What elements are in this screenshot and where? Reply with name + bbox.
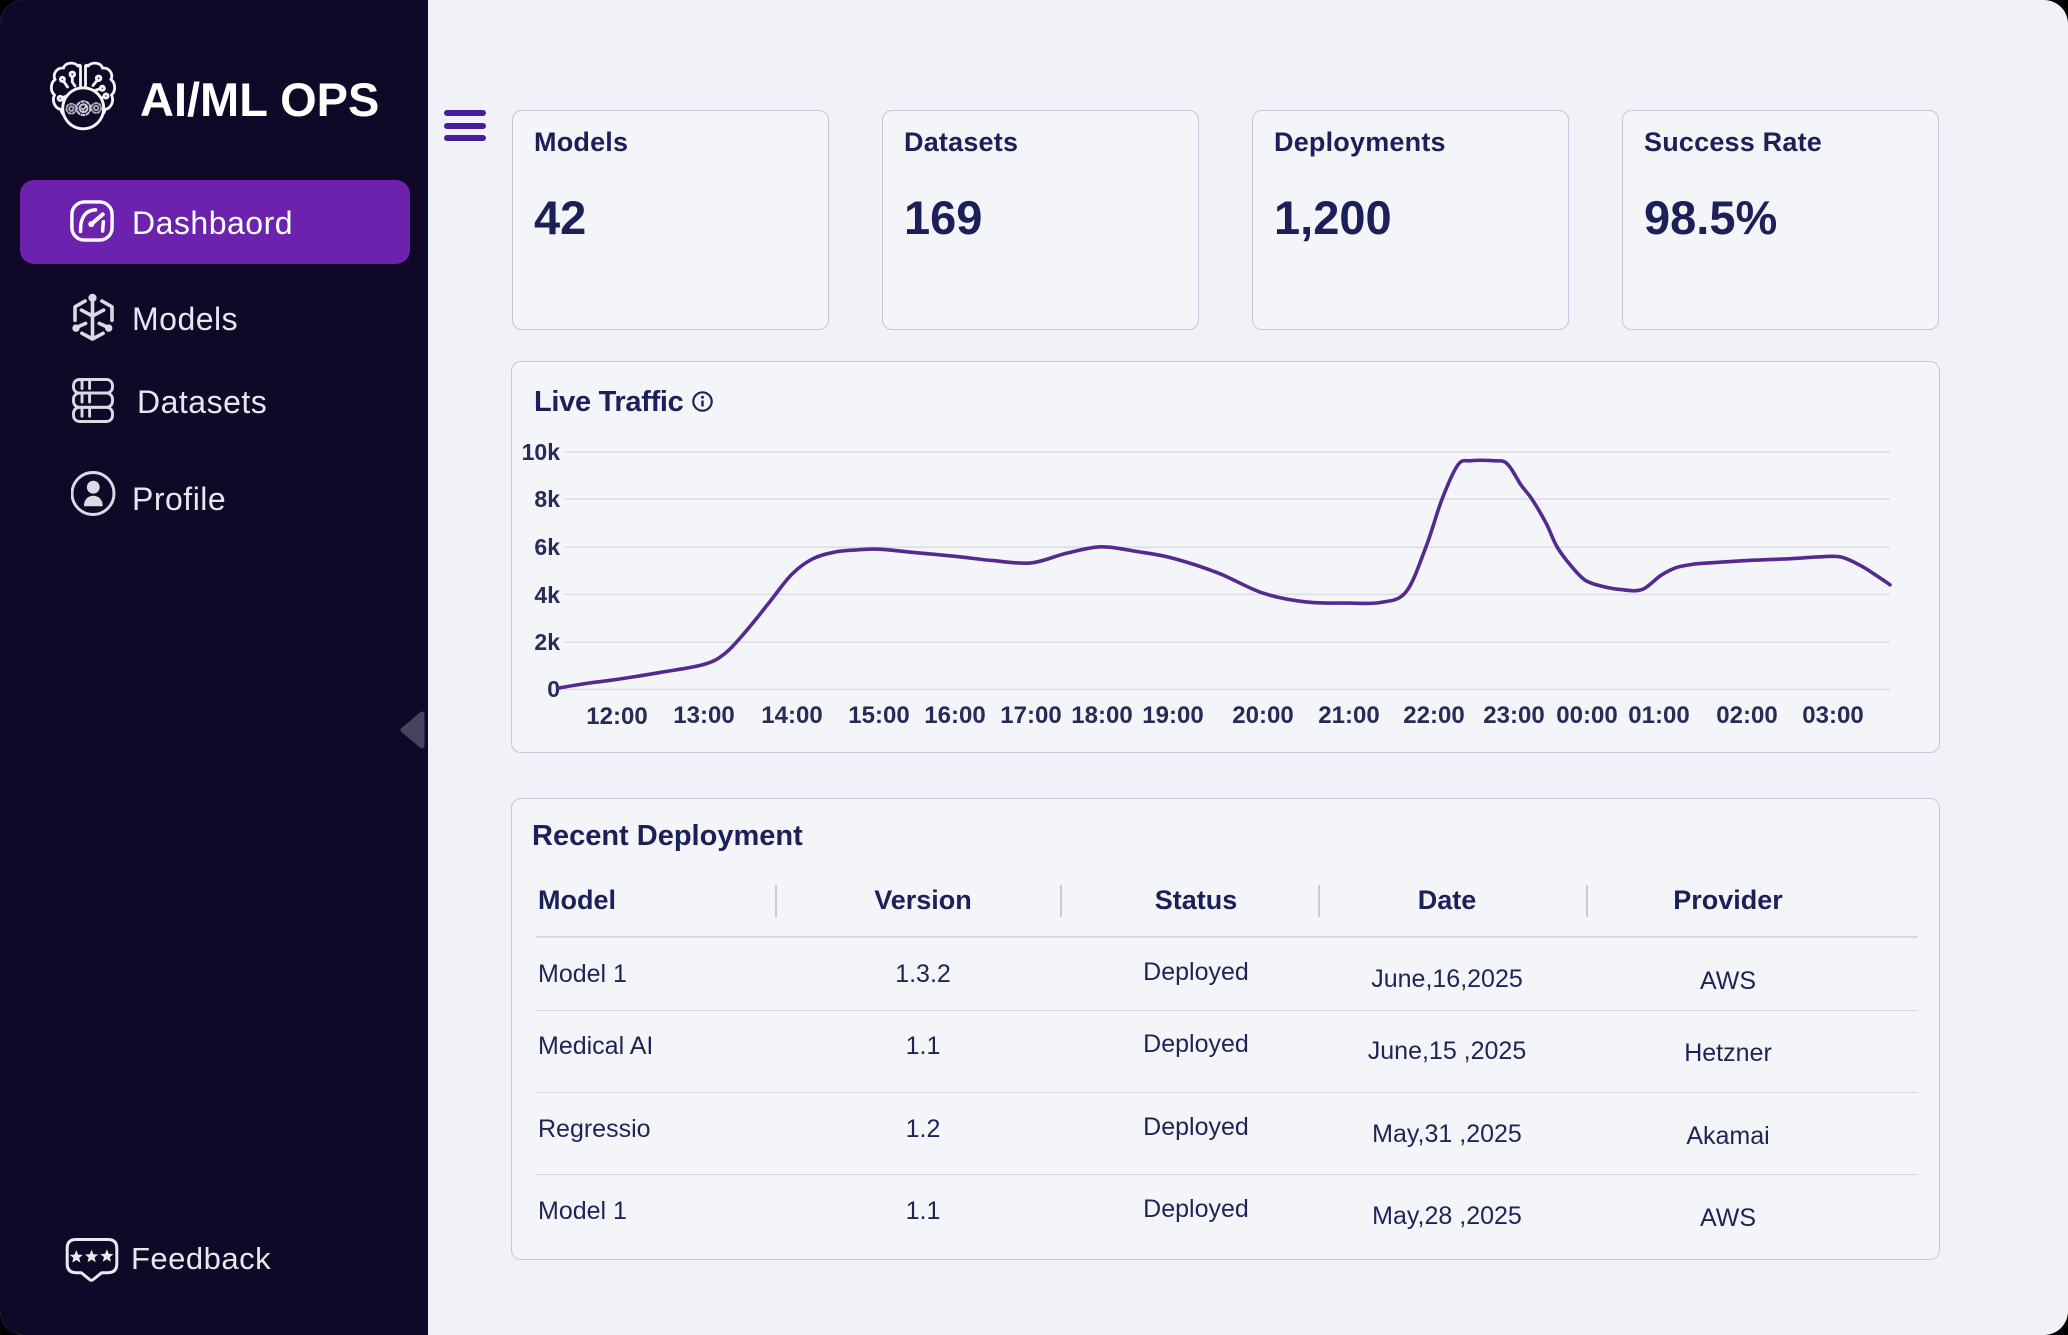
svg-text:0: 0 <box>547 676 560 702</box>
svg-text:21:00: 21:00 <box>1318 702 1379 729</box>
svg-text:00:00: 00:00 <box>1556 702 1617 729</box>
svg-text:13:00: 13:00 <box>673 702 734 729</box>
svg-text:23:00: 23:00 <box>1483 702 1544 729</box>
svg-text:4k: 4k <box>534 582 560 608</box>
svg-text:8k: 8k <box>534 486 560 512</box>
svg-text:14:00: 14:00 <box>761 702 822 729</box>
svg-text:17:00: 17:00 <box>1000 702 1061 729</box>
svg-text:18:00: 18:00 <box>1071 702 1132 729</box>
svg-text:19:00: 19:00 <box>1142 702 1203 729</box>
svg-text:01:00: 01:00 <box>1628 702 1689 729</box>
svg-text:12:00: 12:00 <box>586 703 647 730</box>
svg-text:10k: 10k <box>522 439 561 465</box>
svg-text:20:00: 20:00 <box>1232 702 1293 729</box>
svg-text:16:00: 16:00 <box>924 702 985 729</box>
svg-text:15:00: 15:00 <box>848 702 909 729</box>
svg-text:6k: 6k <box>534 534 560 560</box>
svg-text:03:00: 03:00 <box>1802 702 1863 729</box>
svg-text:02:00: 02:00 <box>1716 702 1777 729</box>
svg-text:2k: 2k <box>534 629 560 655</box>
svg-text:22:00: 22:00 <box>1403 702 1464 729</box>
